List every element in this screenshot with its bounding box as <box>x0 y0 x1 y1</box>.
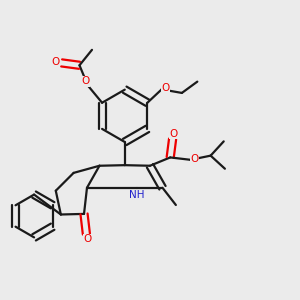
Text: O: O <box>82 76 90 86</box>
Text: O: O <box>162 83 170 93</box>
Text: O: O <box>169 129 178 139</box>
Text: O: O <box>190 154 199 164</box>
Text: O: O <box>83 235 92 244</box>
Text: NH: NH <box>130 190 145 200</box>
Text: O: O <box>51 57 59 67</box>
